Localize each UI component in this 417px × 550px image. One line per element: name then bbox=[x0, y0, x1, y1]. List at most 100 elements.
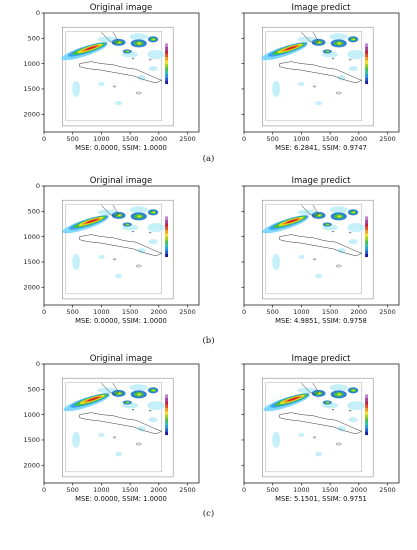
x-tick-label: 500 bbox=[266, 308, 278, 316]
echo-light bbox=[98, 432, 105, 437]
y-tick-label: 1500 bbox=[23, 85, 40, 93]
echo-light bbox=[297, 387, 317, 394]
island bbox=[131, 408, 135, 411]
x-tick-label: 1500 bbox=[322, 486, 339, 494]
coastline-north bbox=[301, 205, 319, 217]
x-tick-label: 0 bbox=[242, 135, 246, 143]
echo-cell-peak bbox=[326, 223, 329, 225]
island bbox=[131, 57, 135, 60]
x-tick-label: 1500 bbox=[322, 308, 339, 316]
echo-light bbox=[298, 81, 305, 86]
echo-light bbox=[148, 417, 158, 423]
colorbar-segment bbox=[165, 243, 168, 247]
metric-text: MSE: 4.9851, SSIM: 0.9758 bbox=[275, 317, 367, 325]
colorbar-segment bbox=[165, 219, 168, 224]
map-inner-frame bbox=[65, 382, 162, 473]
x-tick-label: 500 bbox=[66, 486, 78, 494]
echo-light bbox=[137, 75, 146, 81]
island bbox=[348, 58, 352, 61]
echo-light bbox=[72, 431, 81, 449]
colorbar-segment bbox=[365, 50, 368, 54]
x-tick-label: 500 bbox=[66, 135, 78, 143]
colorbar-segment bbox=[165, 250, 168, 254]
axes-frame bbox=[43, 12, 200, 133]
x-tick-label: 500 bbox=[266, 135, 278, 143]
colorbar-segment bbox=[365, 70, 368, 74]
panel-predict: Image predict 0 500 1000 1500 2000 2500 MSE: 6.… bbox=[220, 3, 410, 155]
colorbar-segment bbox=[365, 216, 368, 220]
map-inner-frame bbox=[65, 31, 162, 122]
echo-cell-peak bbox=[337, 215, 342, 218]
echo-light bbox=[297, 36, 317, 43]
colorbar-segment bbox=[365, 77, 368, 81]
metric-text: MSE: 5.1501, SSIM: 0.9751 bbox=[275, 495, 367, 503]
panel-original: Original image 0 500 1000 1500 2000 0 500 1000 15… bbox=[20, 354, 210, 506]
x-tick-label: 2000 bbox=[351, 308, 368, 316]
coastline-north bbox=[101, 383, 119, 395]
x-tick-label: 1500 bbox=[122, 135, 139, 143]
echo-light bbox=[147, 222, 165, 233]
y-tick-label: 2000 bbox=[23, 283, 40, 291]
echo-cell-peak bbox=[337, 42, 342, 45]
echo-cell-peak bbox=[326, 401, 329, 403]
plot-area: 0 500 1000 1500 2000 2500 bbox=[241, 185, 400, 316]
coastline bbox=[79, 234, 163, 257]
plot-area: 0 500 1000 1500 2000 0 500 1000 1500 2000 2500 bbox=[23, 9, 200, 143]
colorbar-segment bbox=[165, 407, 168, 412]
island bbox=[335, 442, 342, 446]
colorbar-segment bbox=[165, 43, 168, 47]
y-tick-label: 1500 bbox=[23, 258, 40, 266]
colorbar-segment bbox=[165, 226, 168, 231]
colorbar-segment bbox=[365, 67, 368, 71]
echo-cell-peak bbox=[137, 215, 142, 218]
y-tick-label: 500 bbox=[28, 35, 40, 43]
axes-frame bbox=[243, 185, 400, 306]
x-tick-label: 2000 bbox=[351, 135, 368, 143]
island bbox=[148, 58, 152, 61]
colorbar-segment bbox=[365, 73, 368, 78]
echo-light bbox=[72, 80, 81, 98]
colorbar-segment bbox=[165, 397, 168, 402]
colorbar-segment bbox=[165, 431, 168, 436]
island bbox=[335, 91, 342, 95]
echo-light bbox=[329, 384, 348, 392]
metric-text: MSE: 0.0000, SSIM: 1.0000 bbox=[75, 495, 167, 503]
echo-light bbox=[129, 33, 148, 41]
x-tick-label: 1500 bbox=[322, 135, 339, 143]
y-tick-label: 2000 bbox=[23, 110, 40, 118]
echo-light bbox=[347, 49, 365, 60]
axes-frame bbox=[243, 12, 400, 133]
echo-light bbox=[347, 400, 365, 411]
echo-light bbox=[347, 222, 365, 233]
colorbar-segment bbox=[365, 407, 368, 412]
subfigure-caption: (c) bbox=[202, 509, 215, 519]
coastline bbox=[79, 412, 163, 435]
coastline-north bbox=[301, 383, 319, 395]
colorbar-segment bbox=[365, 43, 368, 47]
echo-light bbox=[329, 33, 348, 41]
colorbar-segment bbox=[365, 394, 368, 398]
map-inner-frame bbox=[265, 382, 362, 473]
y-tick-label: 1000 bbox=[23, 60, 40, 68]
echo-light bbox=[337, 426, 346, 432]
echo-cell-peak bbox=[117, 214, 121, 217]
colorbar-segment bbox=[365, 424, 368, 429]
echo-light bbox=[348, 66, 358, 72]
radar-image bbox=[62, 199, 174, 300]
y-tick-label: 0 bbox=[36, 182, 40, 190]
echo-light bbox=[115, 100, 123, 106]
echo-light bbox=[337, 248, 346, 254]
coastline bbox=[279, 61, 363, 84]
coastline bbox=[79, 61, 163, 84]
y-tick-label: 1000 bbox=[23, 411, 40, 419]
panel-title: Original image bbox=[89, 354, 153, 364]
colorbar-segment bbox=[165, 73, 168, 78]
colorbar-segment bbox=[365, 414, 368, 419]
radar-image bbox=[62, 377, 174, 478]
colorbar-segment bbox=[365, 411, 368, 415]
echo-light bbox=[348, 417, 358, 423]
colorbar-segment bbox=[165, 424, 168, 429]
map-inner-frame bbox=[265, 31, 362, 122]
map-inner-frame bbox=[65, 204, 162, 295]
colorbar-segment bbox=[365, 401, 368, 405]
